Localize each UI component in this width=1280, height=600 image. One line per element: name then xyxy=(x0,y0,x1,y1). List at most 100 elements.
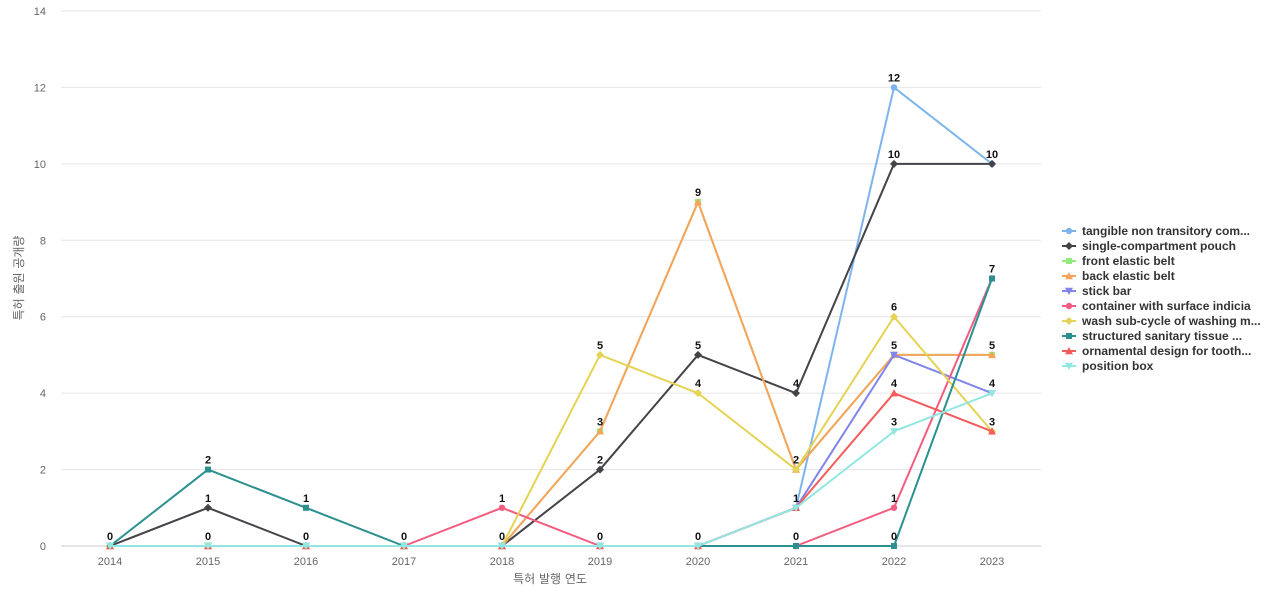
data-label: 3 xyxy=(989,416,995,428)
y-tick-label: 12 xyxy=(34,82,46,94)
legend-marker xyxy=(1065,347,1073,355)
data-point xyxy=(596,465,604,474)
x-tick-label: 2021 xyxy=(784,556,808,568)
legend-label: back elastic belt xyxy=(1082,269,1175,283)
series-line xyxy=(110,315,993,547)
series-line xyxy=(110,278,993,547)
data-point xyxy=(106,542,114,550)
data-label: 5 xyxy=(597,340,603,352)
data-label: 0 xyxy=(891,531,897,543)
data-point xyxy=(205,466,211,473)
data-label: 3 xyxy=(891,416,897,428)
data-point xyxy=(792,504,800,512)
data-label: 1 xyxy=(793,493,799,505)
legend-item[interactable]: container with surface indicia xyxy=(1062,299,1251,313)
legend-marker xyxy=(1065,302,1073,310)
data-label: 5 xyxy=(695,340,701,352)
legend-item[interactable]: ornamental design for tooth... xyxy=(1062,344,1251,358)
legend-marker xyxy=(1065,287,1073,295)
data-point xyxy=(890,159,898,168)
data-point xyxy=(891,543,897,549)
series-line xyxy=(109,162,992,547)
gridlines xyxy=(61,10,1041,547)
data-point xyxy=(204,542,212,550)
x-tick-label: 2020 xyxy=(686,556,710,568)
legend-label: ornamental design for tooth... xyxy=(1082,344,1251,358)
legend: tangible non transitory com...single-com… xyxy=(1062,224,1261,373)
data-label: 5 xyxy=(989,340,995,352)
data-point xyxy=(793,543,799,549)
data-point xyxy=(498,542,506,550)
data-label: 0 xyxy=(303,531,309,543)
data-point xyxy=(694,350,702,359)
legend-marker xyxy=(1065,272,1073,280)
legend-marker xyxy=(1065,227,1073,235)
data-label: 1 xyxy=(303,493,309,505)
data-label: 6 xyxy=(891,302,897,314)
y-tick-label: 8 xyxy=(40,235,46,247)
data-label: 9 xyxy=(695,187,701,199)
data-point xyxy=(890,312,898,321)
series-9 xyxy=(106,389,996,550)
legend-item[interactable]: wash sub-cycle of washing m... xyxy=(1062,314,1261,328)
x-tick-label: 2019 xyxy=(588,556,612,568)
data-point xyxy=(890,428,898,436)
data-label: 4 xyxy=(695,378,702,390)
series-line xyxy=(110,201,992,547)
legend-marker xyxy=(1066,258,1072,264)
data-label: 7 xyxy=(989,264,995,276)
data-label: 0 xyxy=(695,531,701,543)
data-point xyxy=(694,389,702,398)
data-point xyxy=(596,542,604,550)
legend-label: structured sanitary tissue ... xyxy=(1082,329,1242,343)
data-point xyxy=(890,389,898,397)
x-tick-label: 2023 xyxy=(980,556,1004,568)
data-label: 0 xyxy=(401,531,407,543)
data-label: 0 xyxy=(107,531,113,543)
legend-item[interactable]: structured sanitary tissue ... xyxy=(1062,329,1242,343)
legend-marker xyxy=(1065,317,1073,325)
data-point xyxy=(596,427,604,435)
data-point xyxy=(302,542,310,550)
series-3 xyxy=(106,198,996,550)
data-label: 0 xyxy=(205,531,211,543)
data-point xyxy=(890,84,898,91)
data-point xyxy=(988,350,996,359)
x-axis-title: 특허 발행 연도 xyxy=(513,571,587,586)
legend-label: tangible non transitory com... xyxy=(1082,224,1250,238)
x-tick-label: 2022 xyxy=(882,556,906,568)
legend-item[interactable]: tangible non transitory com... xyxy=(1062,224,1250,238)
legend-item[interactable]: back elastic belt xyxy=(1062,269,1175,283)
x-tick-label: 2017 xyxy=(392,556,416,568)
y-tick-label: 4 xyxy=(40,388,46,400)
series-lines xyxy=(106,84,996,550)
x-tick-label: 2016 xyxy=(294,556,318,568)
legend-label: stick bar xyxy=(1082,284,1132,298)
x-axis-ticks: 2014 2015 2016 2017 2018 2019 2020 2021 2022 2023 xyxy=(98,556,1004,568)
legend-item[interactable]: single-compartment pouch xyxy=(1062,239,1236,253)
y-tick-label: 6 xyxy=(40,312,46,324)
y-tick-label: 14 xyxy=(34,6,46,18)
data-label: 4 xyxy=(891,378,898,390)
legend-label: wash sub-cycle of washing m... xyxy=(1081,314,1261,328)
series-line xyxy=(109,278,993,547)
series-2 xyxy=(107,199,995,549)
legend-label: single-compartment pouch xyxy=(1082,239,1236,253)
x-tick-label: 2015 xyxy=(196,556,220,568)
legend-item[interactable]: stick bar xyxy=(1062,284,1132,298)
x-tick-label: 2014 xyxy=(98,556,122,568)
series-line xyxy=(110,201,992,547)
data-point xyxy=(596,350,604,359)
legend-item[interactable]: position box xyxy=(1062,359,1154,373)
data-label: 10 xyxy=(986,149,998,161)
data-point xyxy=(400,542,408,550)
data-point xyxy=(988,389,996,398)
data-label: 2 xyxy=(597,455,603,467)
legend-item[interactable]: front elastic belt xyxy=(1062,254,1175,268)
data-point xyxy=(890,504,898,511)
data-point xyxy=(988,159,996,168)
data-label: 3 xyxy=(597,416,603,428)
data-label: 1 xyxy=(891,493,897,505)
y-tick-label: 2 xyxy=(40,465,46,477)
legend-label: front elastic belt xyxy=(1082,254,1175,268)
